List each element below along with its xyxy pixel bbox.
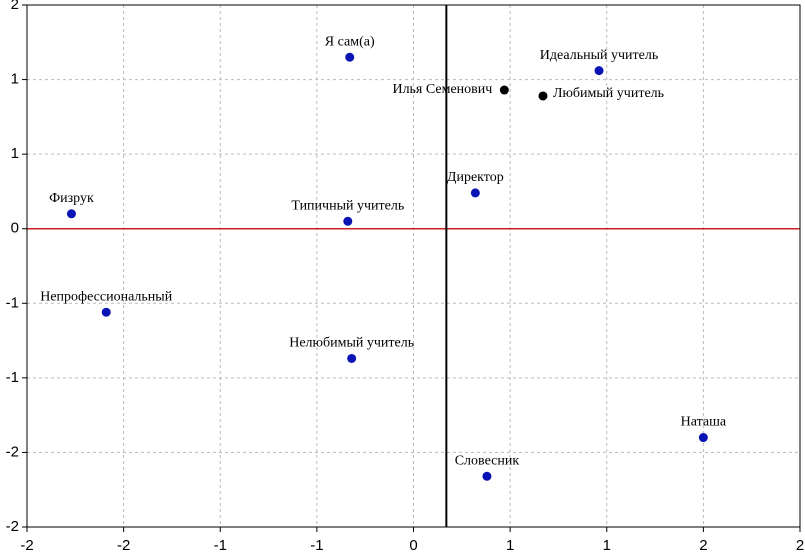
point (538, 91, 548, 101)
point-label: Илья Семенович (392, 82, 492, 97)
x-tick-label: -1 (214, 537, 227, 554)
x-tick-label: 2 (796, 537, 804, 554)
y-tick-label: 1 (11, 145, 19, 162)
point-label: Наташа (681, 415, 727, 430)
point-label: Физрук (49, 191, 94, 206)
point-label: Директор (447, 170, 504, 185)
point-label: Нелюбимый учитель (289, 336, 414, 351)
point (594, 66, 604, 76)
point (347, 353, 357, 363)
y-tick-label: 1 (11, 71, 19, 88)
point-label: Любимый учитель (553, 86, 664, 101)
point (482, 471, 492, 481)
y-tick-label: -2 (6, 443, 19, 460)
point-label: Словесник (455, 454, 520, 469)
x-tick-label: -2 (20, 537, 33, 554)
point-label: Непрофессиональный (40, 289, 172, 304)
point-label: Я сам(а) (325, 34, 375, 49)
x-tick-label: -1 (310, 537, 323, 554)
point-label: Идеальный учитель (540, 48, 658, 63)
y-tick-label: 0 (11, 220, 19, 237)
point (101, 307, 111, 317)
x-tick-label: 2 (699, 537, 707, 554)
point (698, 433, 708, 443)
x-tick-label: 0 (409, 537, 417, 554)
plot-area: Я сам(а) Идеальный учитель Илья Семенович Л… (26, 4, 800, 528)
x-tick-label: -2 (117, 537, 130, 554)
point (345, 52, 355, 62)
x-tick-label: 1 (506, 537, 514, 554)
point (343, 216, 353, 226)
point (499, 85, 509, 95)
point-label: Типичный учитель (291, 198, 404, 213)
y-tick-label: -1 (6, 294, 19, 311)
y-tick-label: 2 (11, 0, 19, 13)
point (470, 188, 480, 198)
y-tick-label: -1 (6, 369, 19, 386)
x-tick-label: 1 (603, 537, 611, 554)
y-tick-label: -2 (6, 518, 19, 535)
point (66, 209, 76, 219)
